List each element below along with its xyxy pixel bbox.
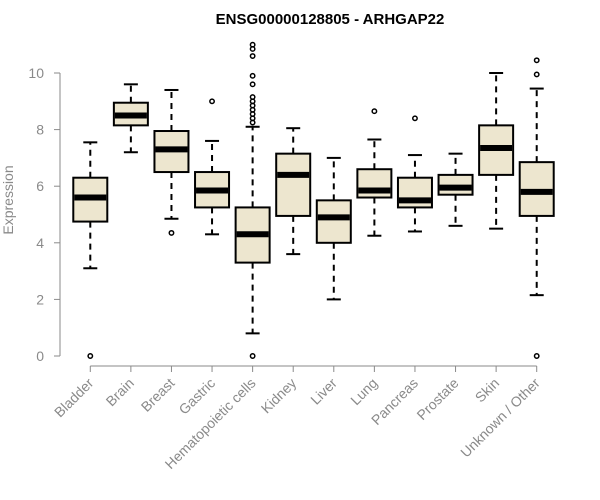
outlier-point [371, 108, 378, 115]
box-gastric [194, 98, 231, 236]
y-axis: 0 2 4 6 8 10 [28, 65, 61, 364]
box-lung [356, 108, 393, 237]
x-tick-label: Brain [103, 375, 137, 409]
y-axis-label: Expression [0, 165, 16, 234]
y-tick-label: 4 [36, 235, 44, 251]
x-tick-label: Breast [138, 375, 178, 415]
box-bladder [72, 141, 109, 359]
chart-title: ENSG00000128805 - ARHGAP22 [216, 11, 445, 28]
iqr-box [315, 199, 352, 244]
box-liver [315, 156, 352, 301]
x-tick-label: Bladder [51, 375, 97, 421]
x-tick-label: Kidney [258, 375, 300, 417]
box-brain [112, 83, 149, 154]
y-tick-label: 6 [36, 178, 44, 194]
outlier-point [168, 229, 175, 236]
outlier-point [533, 57, 540, 64]
boxes-layer [72, 41, 555, 359]
y-tick-label: 0 [36, 348, 44, 364]
y-tick-label: 10 [28, 65, 44, 81]
x-tick-label: Liver [307, 375, 340, 408]
box-skin [478, 72, 515, 230]
box-pancreas [396, 115, 433, 233]
x-tick-label: Prostate [413, 375, 461, 423]
outlier-point [533, 353, 540, 359]
box-prostate [437, 152, 474, 227]
outlier-point [249, 72, 256, 79]
x-tick-label: Skin [472, 375, 503, 406]
box-kidney [275, 127, 312, 256]
outlier-point [249, 41, 256, 48]
outlier-point [87, 353, 94, 359]
outlier-point [249, 81, 256, 88]
outlier-point [533, 71, 540, 78]
outlier-point [412, 115, 418, 122]
outlier-point [249, 53, 256, 59]
x-tick-label: Lung [347, 375, 380, 408]
outlier-point [249, 353, 256, 359]
box-hematopoietic-cells [234, 41, 271, 359]
outlier-point [209, 98, 215, 105]
box-unknown-other [518, 57, 555, 359]
iqr-box [275, 152, 312, 217]
y-tick-label: 8 [36, 122, 44, 138]
y-tick-label: 2 [36, 291, 44, 307]
box-breast [153, 88, 190, 236]
outlier-point [249, 94, 256, 101]
